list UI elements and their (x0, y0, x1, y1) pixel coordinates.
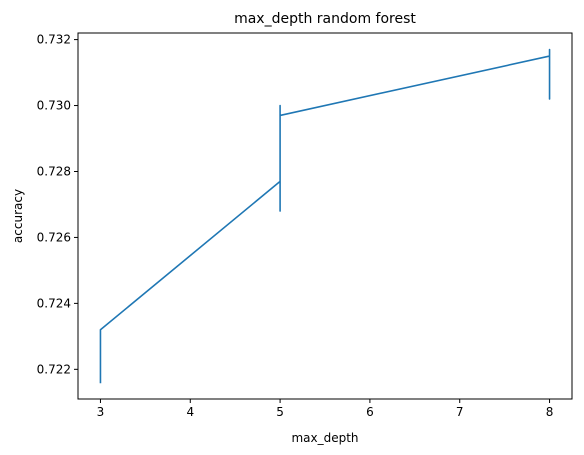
plot-layer (99, 48, 551, 384)
y-tick-label: 0.726 (37, 230, 71, 244)
x-tick-label: 5 (276, 405, 284, 419)
x-tick-label: 6 (366, 405, 374, 419)
y-axis-label: accuracy (11, 189, 25, 243)
x-axis-label: max_depth (291, 431, 358, 445)
x-tick-label: 8 (546, 405, 554, 419)
y-tick-label: 0.732 (37, 33, 71, 47)
series-line-0 (99, 48, 551, 384)
chart-title: max_depth random forest (234, 11, 416, 27)
y-tick-label: 0.722 (37, 362, 71, 376)
x-axis: 3 4 5 6 7 8 (97, 399, 554, 419)
y-tick-label: 0.724 (37, 296, 71, 310)
plot-frame (77, 32, 573, 400)
x-tick-label: 7 (456, 405, 464, 419)
x-tick-label: 4 (186, 405, 194, 419)
y-axis: 0.722 0.724 0.726 0.728 0.730 0.732 (37, 33, 78, 376)
y-tick-label: 0.728 (37, 164, 71, 178)
y-tick-label: 0.730 (37, 99, 71, 113)
x-tick-label: 3 (97, 405, 105, 419)
